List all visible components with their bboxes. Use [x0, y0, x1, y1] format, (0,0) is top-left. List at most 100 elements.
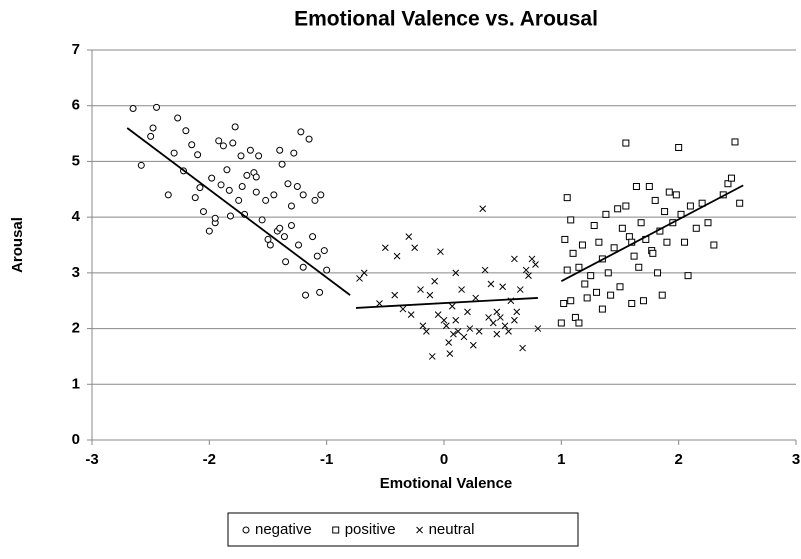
point	[602, 210, 610, 218]
point	[164, 191, 172, 199]
point	[569, 249, 577, 257]
point	[262, 196, 270, 204]
point	[632, 183, 640, 190]
x-tick-label: 3	[792, 451, 800, 468]
point	[493, 308, 501, 316]
point	[320, 247, 328, 255]
point	[450, 330, 457, 338]
point	[223, 166, 231, 174]
y-tick-label: 4	[72, 208, 81, 225]
point	[511, 255, 518, 263]
point	[628, 300, 636, 307]
point	[446, 350, 454, 357]
point	[287, 222, 295, 229]
point	[276, 146, 284, 154]
point	[637, 219, 645, 227]
point	[481, 266, 489, 274]
point	[437, 248, 444, 256]
point	[323, 266, 331, 274]
point	[454, 328, 462, 335]
point	[460, 333, 468, 341]
point	[440, 316, 448, 324]
point	[684, 272, 692, 280]
point	[663, 238, 671, 246]
point	[519, 344, 526, 352]
point	[266, 241, 274, 249]
point	[560, 300, 568, 307]
point	[575, 319, 583, 327]
point	[681, 238, 689, 246]
point	[231, 123, 239, 131]
point	[493, 330, 501, 338]
point	[182, 127, 190, 135]
point	[317, 191, 325, 199]
point	[516, 286, 524, 293]
point	[458, 286, 465, 293]
point	[280, 233, 288, 241]
point	[534, 325, 542, 332]
point	[147, 132, 155, 140]
point	[630, 252, 638, 260]
point	[464, 308, 471, 316]
point	[246, 146, 254, 154]
point	[639, 297, 647, 305]
legend-marker	[242, 526, 250, 534]
point	[399, 305, 407, 313]
point	[499, 283, 507, 291]
legend-box	[227, 512, 579, 547]
point	[610, 244, 618, 252]
legend-label: positive	[345, 521, 396, 538]
point	[215, 137, 223, 145]
point	[475, 328, 483, 335]
point	[445, 339, 453, 346]
legend-marker	[332, 526, 340, 534]
point	[174, 114, 182, 122]
point	[567, 216, 575, 224]
point	[479, 205, 487, 213]
point	[405, 233, 413, 240]
point	[511, 316, 518, 324]
legend-label: negative	[255, 521, 312, 538]
point	[196, 184, 204, 192]
point	[391, 291, 399, 299]
point	[170, 149, 178, 157]
point	[448, 302, 456, 310]
point	[598, 305, 606, 313]
point	[217, 181, 225, 189]
trendline	[560, 184, 744, 283]
point	[149, 124, 157, 132]
point	[575, 263, 583, 271]
point	[211, 214, 219, 222]
point	[411, 244, 419, 252]
point	[393, 252, 401, 260]
y-tick-label: 5	[72, 152, 80, 169]
point	[618, 224, 626, 232]
point	[472, 294, 480, 302]
y-tick-label: 2	[72, 320, 80, 337]
point	[727, 174, 735, 182]
point	[649, 249, 657, 257]
point	[595, 238, 603, 246]
point	[219, 142, 227, 150]
point	[129, 105, 137, 112]
y-axis-label: Arousal	[9, 217, 26, 273]
point	[587, 272, 595, 280]
point	[153, 103, 161, 111]
point	[208, 174, 216, 182]
point	[417, 286, 424, 293]
point	[299, 191, 307, 199]
y-tick-label: 7	[72, 41, 80, 58]
point	[252, 188, 260, 196]
point	[293, 183, 301, 190]
point	[724, 180, 732, 188]
point	[295, 241, 303, 249]
point	[532, 261, 539, 268]
point	[255, 152, 263, 160]
point	[194, 151, 202, 159]
point	[686, 202, 694, 210]
point	[297, 128, 305, 136]
point	[356, 275, 363, 282]
legend-label: neutral	[429, 521, 475, 538]
point	[442, 322, 450, 330]
